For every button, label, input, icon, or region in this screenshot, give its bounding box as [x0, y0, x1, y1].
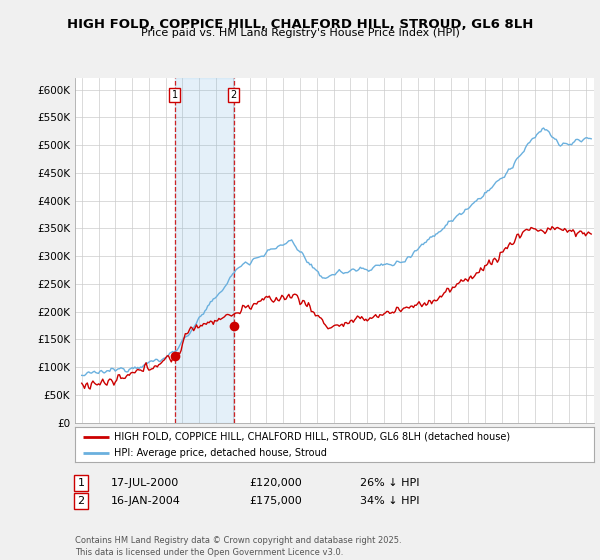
Text: 26% ↓ HPI: 26% ↓ HPI — [360, 478, 419, 488]
Text: HIGH FOLD, COPPICE HILL, CHALFORD HILL, STROUD, GL6 8LH (detached house): HIGH FOLD, COPPICE HILL, CHALFORD HILL, … — [114, 432, 510, 442]
Text: 34% ↓ HPI: 34% ↓ HPI — [360, 496, 419, 506]
Bar — [175, 78, 234, 423]
Text: 1: 1 — [77, 478, 85, 488]
Text: Contains HM Land Registry data © Crown copyright and database right 2025.
This d: Contains HM Land Registry data © Crown c… — [75, 536, 401, 557]
Text: Price paid vs. HM Land Registry's House Price Index (HPI): Price paid vs. HM Land Registry's House … — [140, 28, 460, 38]
Text: HIGH FOLD, COPPICE HILL, CHALFORD HILL, STROUD, GL6 8LH: HIGH FOLD, COPPICE HILL, CHALFORD HILL, … — [67, 18, 533, 31]
Text: HPI: Average price, detached house, Stroud: HPI: Average price, detached house, Stro… — [114, 447, 327, 458]
Text: 16-JAN-2004: 16-JAN-2004 — [111, 496, 181, 506]
Text: £175,000: £175,000 — [249, 496, 302, 506]
Text: 2: 2 — [230, 90, 237, 100]
Text: 1: 1 — [172, 90, 178, 100]
Text: 2: 2 — [77, 496, 85, 506]
Text: 17-JUL-2000: 17-JUL-2000 — [111, 478, 179, 488]
Text: £120,000: £120,000 — [249, 478, 302, 488]
